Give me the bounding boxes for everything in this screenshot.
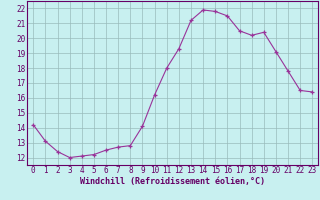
- X-axis label: Windchill (Refroidissement éolien,°C): Windchill (Refroidissement éolien,°C): [80, 177, 265, 186]
